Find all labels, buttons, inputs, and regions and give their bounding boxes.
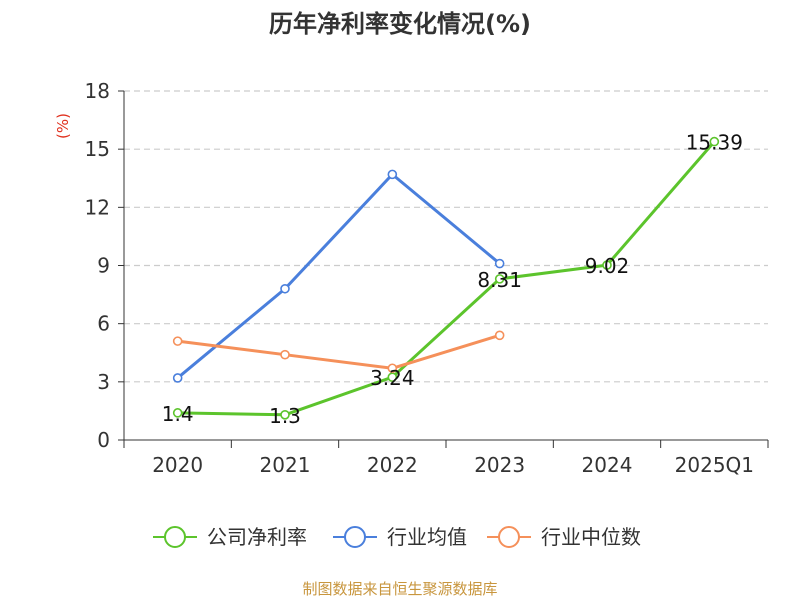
data-point: [172, 336, 183, 346]
x-tick-label: 2021: [260, 453, 311, 477]
data-label: 1.4: [162, 402, 194, 426]
data-label: 3.24: [370, 366, 415, 390]
data-point: [709, 136, 720, 147]
x-tick-label: 2025Q1: [675, 453, 754, 477]
series-line: [177, 140, 716, 417]
legend-label: 公司净利率: [207, 525, 307, 549]
legend-swatch-marker: [344, 526, 366, 548]
data-label: 1.3: [269, 404, 301, 428]
data-point: [280, 409, 290, 420]
legend-label: 行业均值: [387, 525, 467, 549]
y-tick-label: 15: [85, 137, 110, 161]
data-label: 15.39: [686, 131, 743, 155]
data-point: [172, 408, 183, 418]
series-line: [176, 172, 501, 380]
legend-swatch-marker: [164, 526, 186, 548]
legend-label: 行业中位数: [541, 525, 641, 549]
data-point: [280, 283, 290, 294]
y-tick-label: 0: [97, 428, 110, 452]
data-point: [387, 363, 398, 374]
series-line: [177, 333, 501, 370]
legend-item: 公司净利率: [153, 525, 307, 549]
legend-item: 行业中位数: [487, 525, 641, 549]
data-point: [494, 258, 505, 269]
y-axis-unit-label: (%): [54, 113, 72, 139]
y-tick-label: 3: [97, 370, 110, 394]
data-point: [387, 372, 398, 382]
data-point: [172, 373, 183, 383]
data-labels: 1.4 1.3 3.24 8.31 9.02 15.39: [162, 131, 743, 428]
data-point: [494, 274, 505, 284]
data-point: [494, 330, 505, 341]
data-point: [602, 260, 612, 270]
y-tick-label: 12: [85, 195, 110, 219]
legend: 公司净利率 行业均值 行业中位数: [153, 525, 641, 549]
data-label: 9.02: [585, 254, 630, 278]
y-tick-label: 9: [97, 254, 110, 278]
axes: 0 3 6 9 12 15 18 2020 2021 2022 2023 2024 2025Q1: [85, 79, 769, 477]
source-note: 制图数据来自恒生聚源数据库: [302, 580, 497, 598]
x-tick-label: 2020: [152, 453, 203, 477]
data-label: 8.31: [477, 268, 522, 292]
legend-swatch-marker: [498, 526, 520, 548]
x-tick-label: 2023: [474, 453, 525, 477]
data-point: [280, 349, 290, 360]
y-tick-label: 18: [85, 79, 110, 103]
y-tick-label: 6: [97, 312, 110, 336]
x-tick-label: 2024: [582, 453, 633, 477]
legend-item: 行业均值: [333, 525, 467, 549]
x-tick-label: 2022: [367, 453, 418, 477]
chart-title: 历年净利率变化情况(%): [269, 10, 531, 38]
data-point: [387, 169, 398, 180]
series-lines: [172, 136, 720, 420]
gridlines: [124, 90, 768, 383]
